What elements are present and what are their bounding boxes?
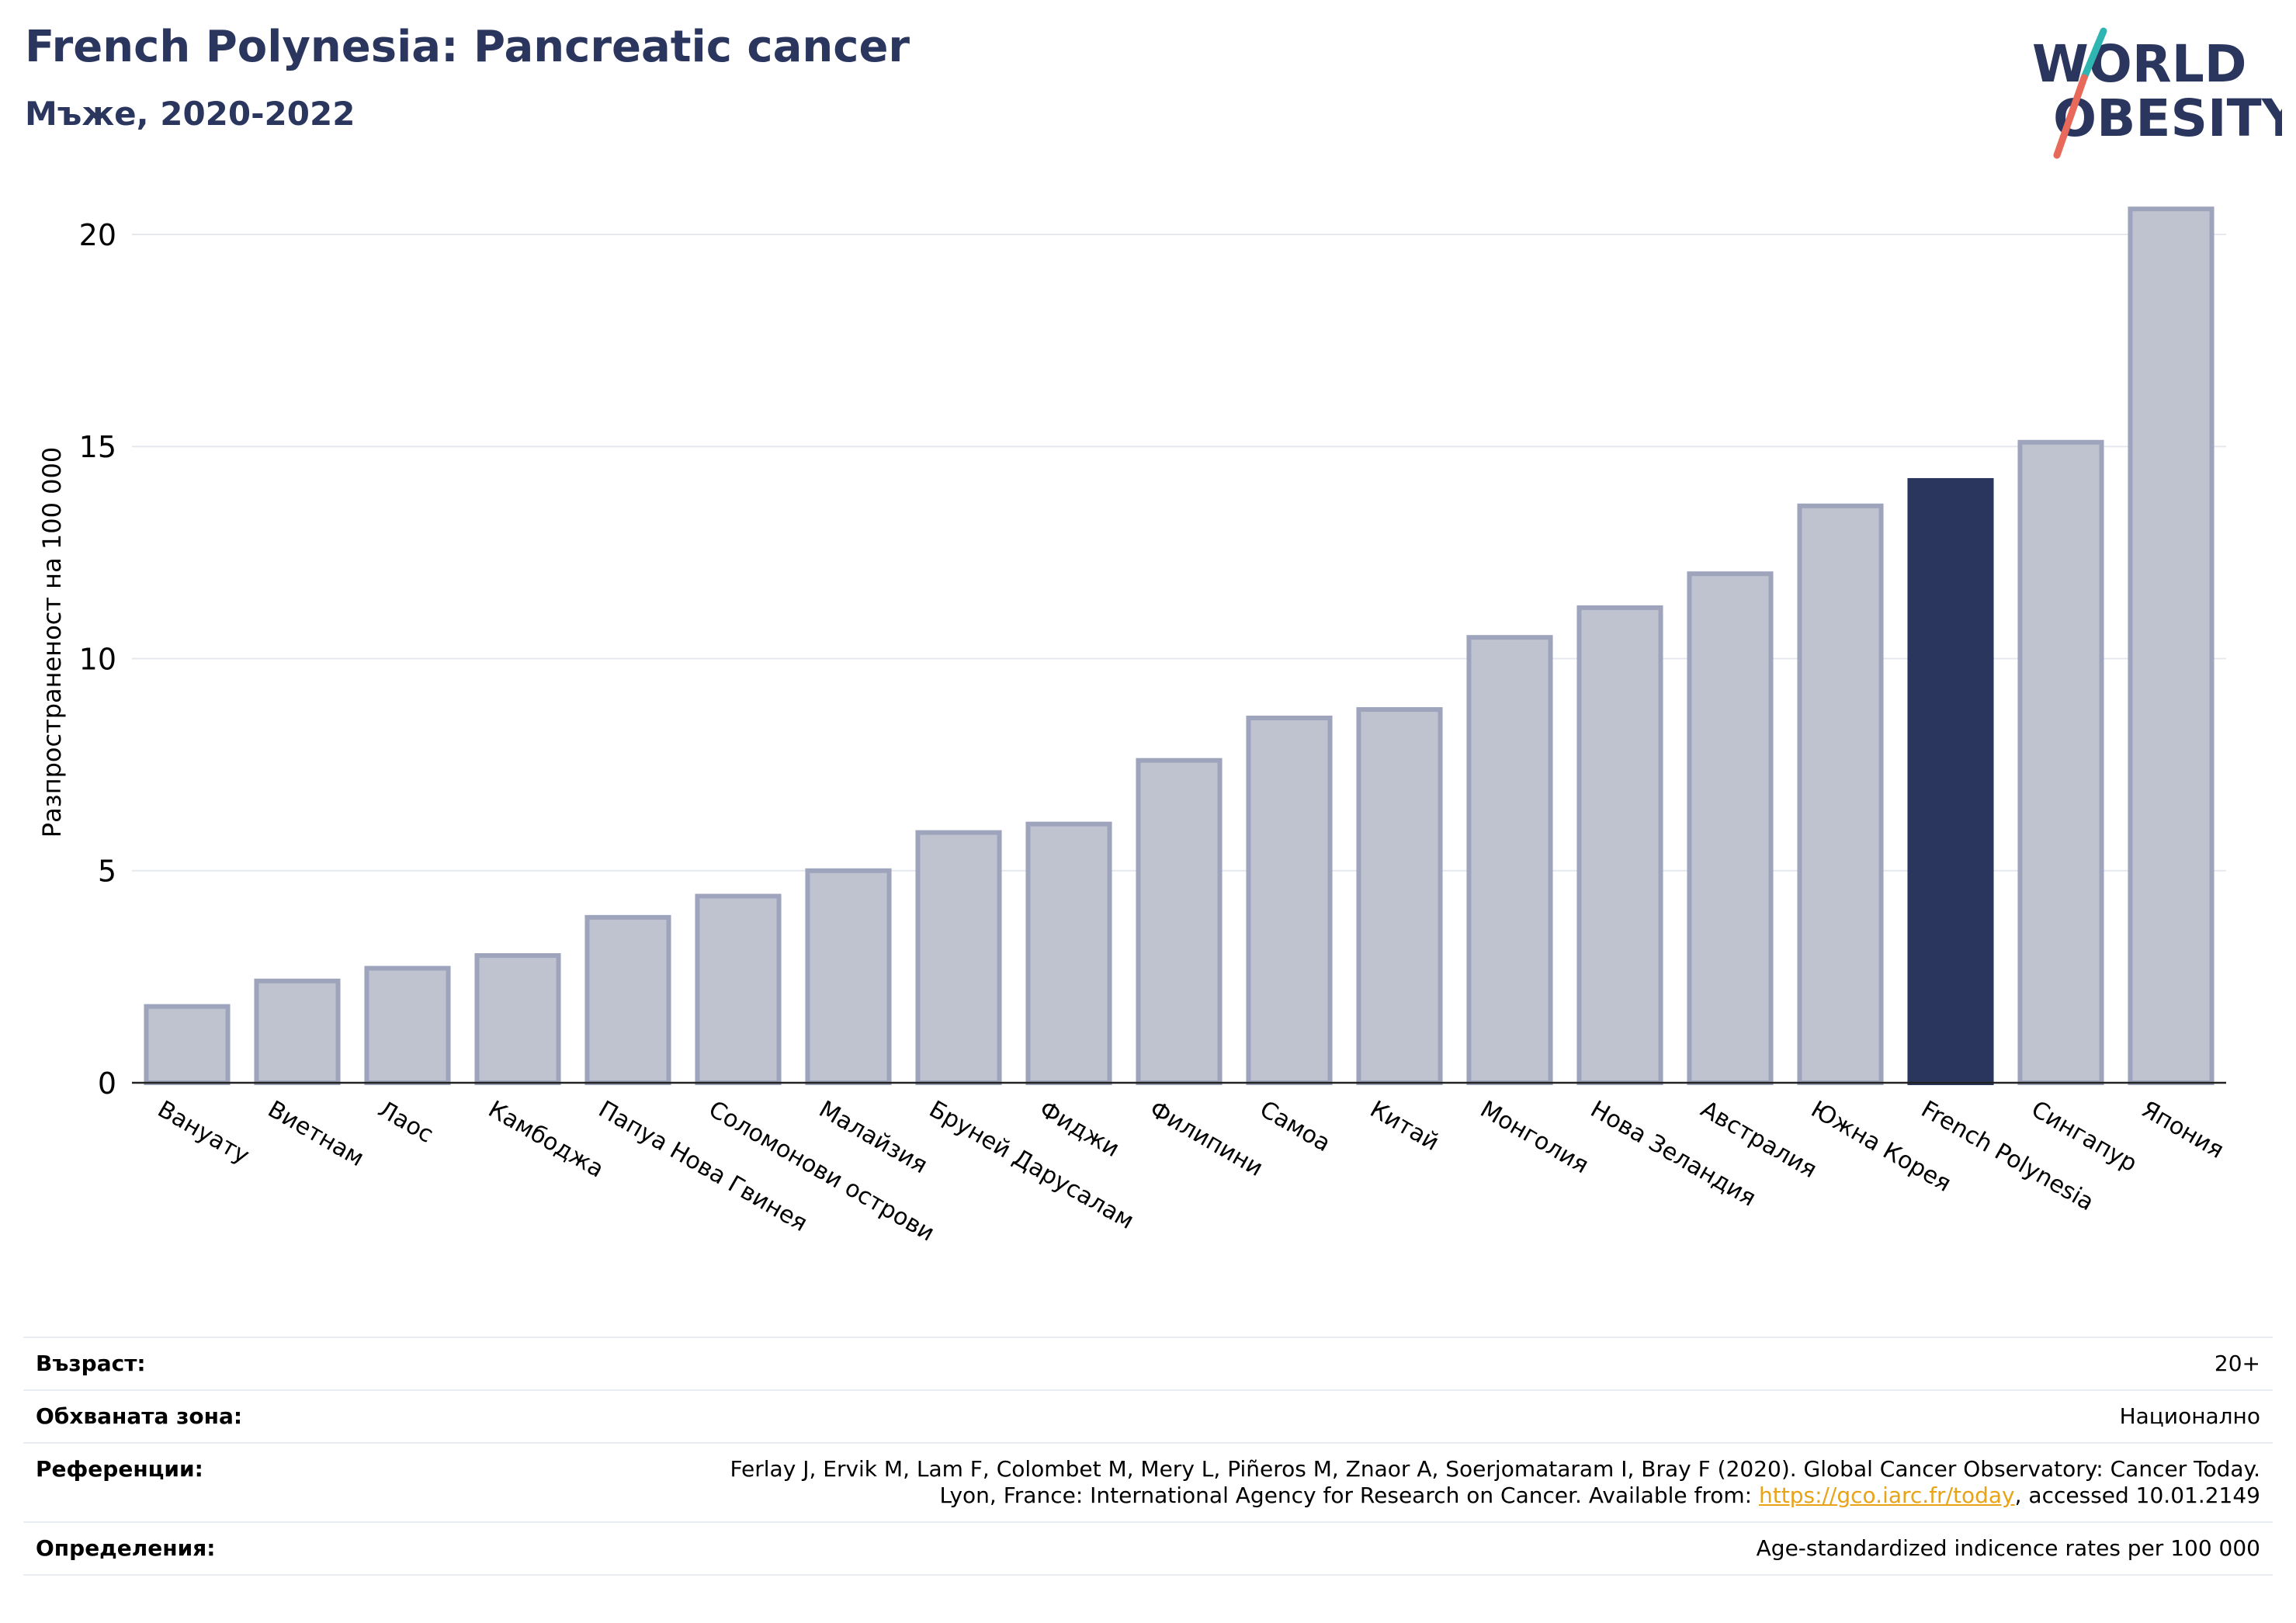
world-obesity-logo: WORLD OBESITY [2032,27,2282,159]
x-tick-label: Филипини [1145,1096,1268,1182]
bar-15 [1797,503,1884,1085]
logo-line-2: OBESITY [2053,88,2282,148]
bar-1 [254,978,341,1085]
references-line-1: Ferlay J, Ervik M, Lam F, Colombet M, Me… [730,1456,2260,1482]
bar-14 [1687,571,1774,1085]
references-value: Ferlay J, Ervik M, Lam F, Colombet M, Me… [730,1456,2260,1509]
definitions-value: Age-standardized indicence rates per 100… [1756,1535,2260,1561]
bar-12 [1466,635,1553,1085]
age-label: Възраст: [36,1351,146,1376]
x-tick-label: Лаос [373,1096,438,1149]
x-tick-label: Монголия [1476,1096,1593,1180]
x-tick-label: Япония [2137,1096,2228,1164]
page-title: French Polynesia: Pancreatic cancer [25,22,910,72]
bar-chart: 0 5 10 15 20 Разпространеност на 100 000 Вануа… [37,206,2228,1247]
bar-10 [1246,716,1333,1085]
references-line-2-pre: Lyon, France: International Agency for R… [939,1483,1759,1508]
bar-6 [805,868,892,1085]
bar-13 [1576,605,1663,1085]
bar-0 [144,1004,231,1086]
references-link[interactable]: https://gco.iarc.fr/today [1759,1483,2015,1508]
x-tick-label: Бруней Дарусалам [924,1096,1139,1235]
info-row-definitions: Определения: Age-standardized indicence … [23,1521,2273,1576]
y-tick-label: 20 [79,218,116,252]
references-line-2-post: , accessed 10.01.2149 [2014,1483,2260,1508]
x-tick-label: Папуа Нова Гвинея [594,1096,812,1237]
bar-3 [474,953,561,1085]
y-tick-label: 15 [79,430,116,464]
y-tick-label: 5 [98,855,116,889]
x-tick-label: Самоа [1255,1096,1335,1158]
y-axis-label: Разпространеност на 100 000 [37,447,67,838]
y-tick-label: 0 [98,1066,116,1101]
page-subtitle: Мъже, 2020-2022 [25,95,355,133]
bar-9 [1136,758,1223,1086]
bar-17 [2017,439,2104,1085]
logo-slash-bottom [2053,74,2088,159]
bar-7 [915,830,1002,1085]
references-label: Референции: [36,1456,203,1482]
info-table: Възраст: 20+ Обхваната зона: Национално … [23,1337,2273,1576]
logo-line-1: WORLD [2032,34,2247,94]
y-tick-label: 10 [79,642,116,676]
x-tick-label: Китай [1365,1096,1444,1157]
info-row-references: Референции: Ferlay J, Ervik M, Lam F, Co… [23,1442,2273,1521]
logo-slash-top [2080,27,2107,81]
x-tick-label: Виетнам [263,1096,369,1173]
bar-11 [1356,707,1443,1085]
bar-5 [695,893,782,1086]
definitions-label: Определения: [36,1535,216,1561]
x-tick-label: Вануату [153,1096,254,1170]
x-tick-label: Фиджи [1035,1096,1124,1163]
info-row-age: Възраст: 20+ [23,1337,2273,1389]
coverage-label: Обхваната зона: [36,1403,243,1429]
bar-8 [1025,821,1112,1086]
bar-2 [364,966,451,1086]
info-row-coverage: Обхваната зона: Национално [23,1389,2273,1442]
bar-18 [2128,206,2214,1085]
coverage-value: Национално [2119,1403,2260,1429]
age-value: 20+ [2214,1351,2260,1376]
bar-16 [1907,477,1994,1085]
x-tick-label: Камбоджа [484,1096,609,1184]
bar-4 [584,914,671,1086]
